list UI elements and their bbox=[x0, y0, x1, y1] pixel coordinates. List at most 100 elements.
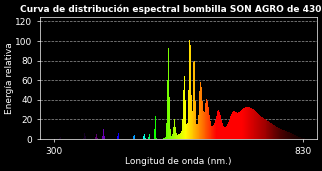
Bar bbox=[196, 123, 197, 139]
Bar bbox=[286, 131, 287, 139]
Bar bbox=[191, 95, 192, 139]
Bar bbox=[229, 120, 230, 139]
Bar bbox=[278, 128, 279, 139]
Bar bbox=[276, 127, 277, 139]
Bar bbox=[235, 112, 236, 139]
Bar bbox=[176, 133, 177, 139]
Bar bbox=[232, 112, 233, 139]
Bar bbox=[96, 134, 97, 139]
Bar bbox=[251, 108, 252, 139]
Bar bbox=[274, 125, 275, 139]
Bar bbox=[164, 138, 165, 139]
Bar bbox=[268, 121, 269, 139]
Bar bbox=[273, 125, 274, 139]
Bar bbox=[192, 111, 193, 139]
Bar bbox=[254, 110, 255, 139]
Bar bbox=[289, 133, 290, 139]
Bar bbox=[145, 138, 146, 139]
Bar bbox=[261, 117, 262, 139]
Bar bbox=[272, 124, 273, 139]
Bar bbox=[207, 101, 208, 139]
Bar bbox=[102, 136, 103, 139]
Bar bbox=[84, 133, 85, 139]
Bar bbox=[170, 129, 171, 139]
X-axis label: Longitud de onda (nm.): Longitud de onda (nm.) bbox=[125, 157, 232, 166]
Bar bbox=[290, 133, 291, 139]
Bar bbox=[186, 128, 187, 139]
Bar bbox=[104, 136, 105, 139]
Bar bbox=[222, 123, 223, 139]
Bar bbox=[175, 127, 176, 139]
Bar bbox=[203, 111, 204, 139]
Bar bbox=[217, 111, 218, 139]
Bar bbox=[194, 61, 195, 139]
Bar bbox=[178, 134, 179, 139]
Bar bbox=[246, 107, 247, 139]
Bar bbox=[303, 138, 304, 139]
Bar bbox=[85, 136, 86, 139]
Bar bbox=[295, 135, 296, 139]
Bar bbox=[95, 137, 96, 139]
Bar bbox=[263, 118, 264, 139]
Bar bbox=[264, 119, 265, 139]
Bar bbox=[223, 126, 224, 139]
Bar bbox=[298, 137, 299, 139]
Bar bbox=[302, 138, 303, 139]
Bar bbox=[231, 114, 232, 139]
Bar bbox=[200, 82, 201, 139]
Bar bbox=[249, 107, 250, 139]
Bar bbox=[201, 87, 202, 139]
Bar bbox=[275, 126, 276, 139]
Bar bbox=[291, 133, 292, 139]
Bar bbox=[167, 55, 168, 139]
Bar bbox=[202, 101, 203, 139]
Bar bbox=[205, 103, 206, 139]
Bar bbox=[177, 135, 178, 139]
Bar bbox=[293, 134, 294, 139]
Bar bbox=[227, 124, 228, 139]
Bar bbox=[247, 107, 248, 139]
Bar bbox=[144, 134, 145, 139]
Bar bbox=[189, 40, 190, 139]
Bar bbox=[213, 125, 214, 139]
Bar bbox=[173, 127, 174, 139]
Bar bbox=[60, 137, 61, 139]
Bar bbox=[97, 138, 98, 139]
Bar bbox=[172, 134, 173, 139]
Bar bbox=[242, 109, 243, 139]
Bar bbox=[117, 136, 118, 139]
Bar bbox=[204, 109, 205, 139]
Bar bbox=[155, 116, 156, 139]
Bar bbox=[190, 45, 191, 139]
Bar bbox=[230, 117, 231, 139]
Bar bbox=[206, 99, 207, 139]
Bar bbox=[165, 137, 166, 139]
Bar bbox=[277, 127, 278, 139]
Bar bbox=[245, 107, 246, 139]
Bar bbox=[255, 111, 256, 139]
Bar bbox=[134, 135, 135, 139]
Bar bbox=[241, 110, 242, 139]
Bar bbox=[267, 121, 268, 139]
Bar bbox=[219, 112, 220, 139]
Bar bbox=[279, 128, 280, 139]
Bar bbox=[249, 107, 250, 139]
Bar bbox=[216, 116, 217, 139]
Bar bbox=[301, 138, 302, 139]
Bar bbox=[210, 121, 211, 139]
Bar bbox=[271, 123, 272, 139]
Bar bbox=[209, 115, 210, 139]
Bar bbox=[118, 135, 119, 139]
Bar bbox=[226, 126, 227, 139]
Bar bbox=[280, 129, 281, 139]
Bar bbox=[184, 76, 185, 139]
Bar bbox=[156, 138, 157, 139]
Bar bbox=[236, 112, 237, 139]
Bar bbox=[187, 123, 188, 139]
Bar bbox=[214, 123, 215, 139]
Bar bbox=[148, 135, 149, 139]
Bar bbox=[266, 120, 267, 139]
Bar bbox=[168, 48, 169, 139]
Bar bbox=[197, 124, 198, 139]
Bar bbox=[294, 135, 295, 139]
